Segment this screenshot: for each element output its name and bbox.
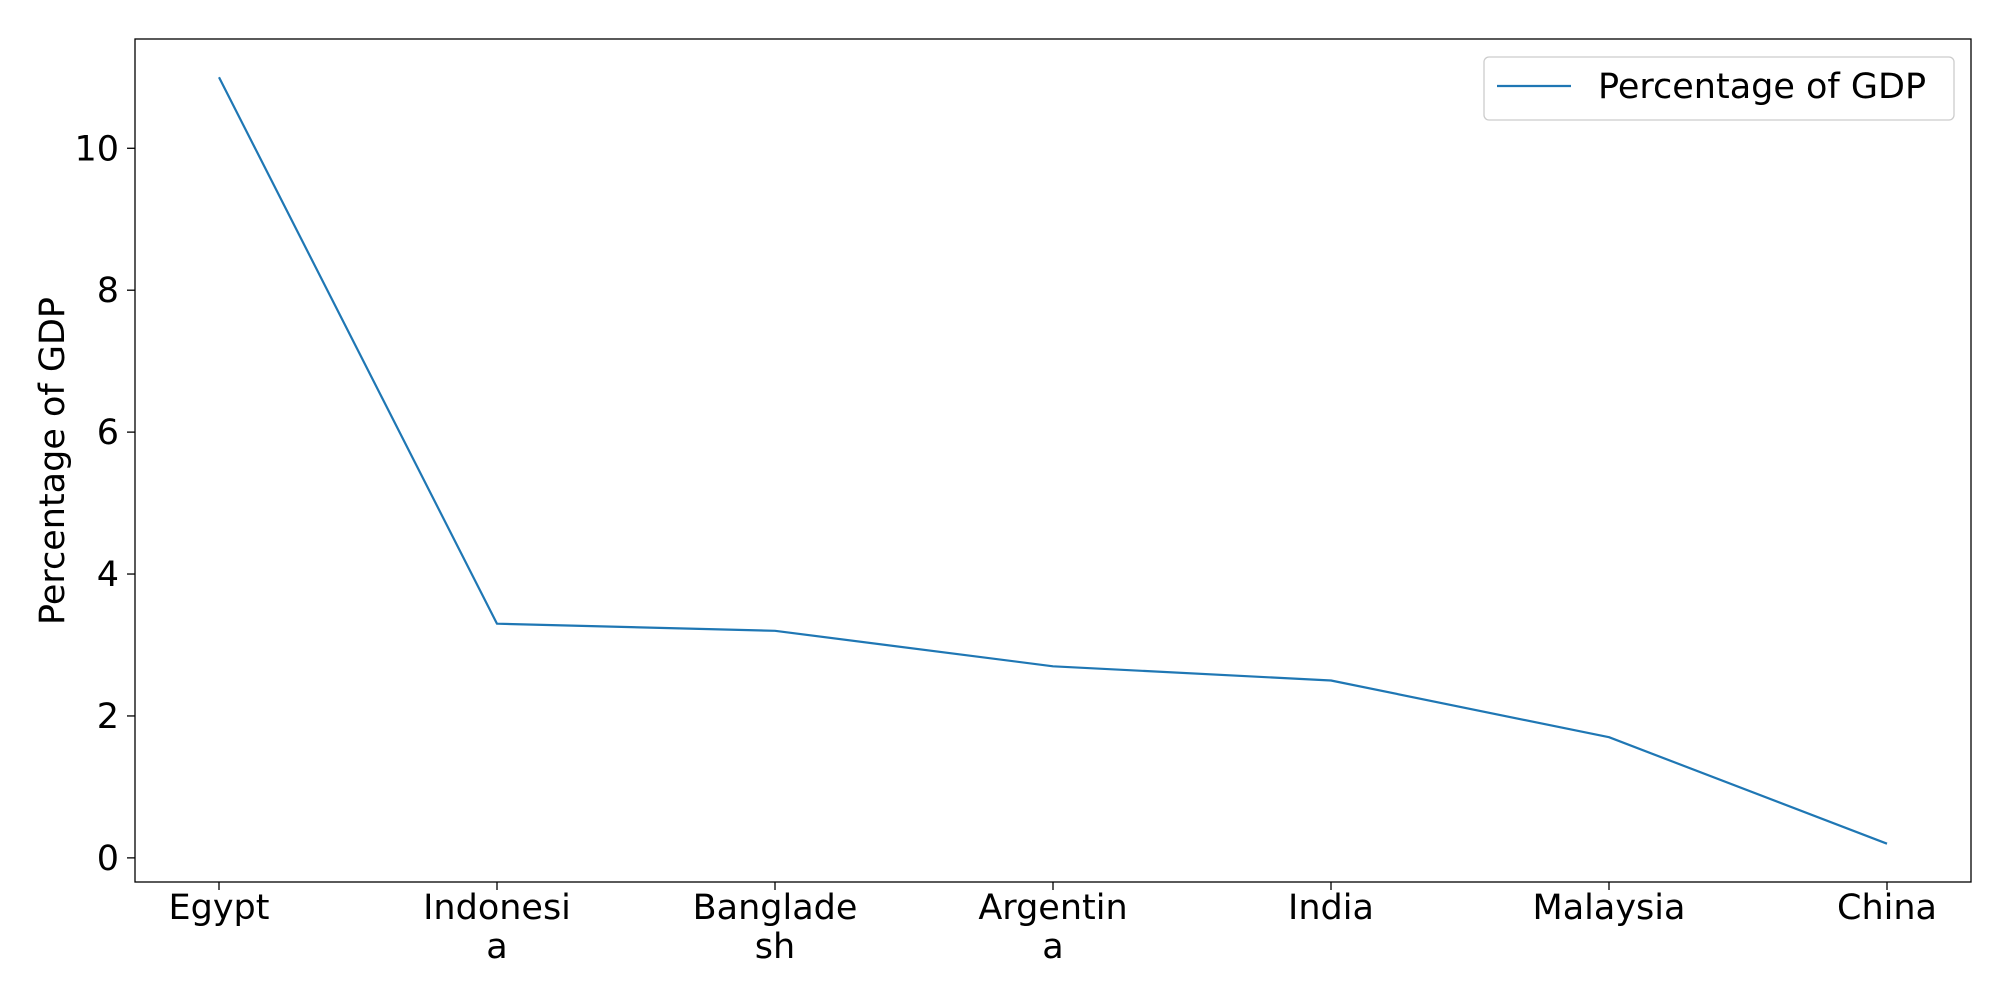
y-tick-label: 2 — [97, 697, 119, 737]
x-tick-label: Malaysia — [1533, 888, 1686, 928]
y-axis-title: Percentage of GDP — [33, 297, 73, 625]
x-tick-label: sh — [755, 927, 795, 967]
y-tick-label: 4 — [97, 555, 119, 595]
y-tick-label: 8 — [97, 271, 119, 311]
x-tick-label: India — [1288, 888, 1374, 928]
legend-label: Percentage of GDP — [1598, 67, 1926, 107]
legend-box — [1483, 56, 1955, 121]
y-tick-label: 10 — [74, 129, 119, 169]
x-tick-label: Indonesi — [423, 888, 571, 928]
y-tick-label: 0 — [97, 839, 119, 879]
y-axis-ticks: 0 2 4 6 8 10 — [74, 129, 135, 879]
y-tick-label: 6 — [97, 413, 119, 453]
plot-frame — [134, 38, 1972, 883]
x-tick-label: Banglade — [693, 888, 858, 928]
x-tick-label: a — [1042, 927, 1063, 967]
x-tick-label: China — [1837, 888, 1937, 928]
x-tick-label: Argentin — [978, 888, 1127, 928]
x-tick-label: a — [486, 927, 507, 967]
x-tick-label: Egypt — [169, 888, 270, 928]
legend: Percentage of GDP — [1483, 56, 1955, 121]
series-layer — [218, 76, 1888, 845]
